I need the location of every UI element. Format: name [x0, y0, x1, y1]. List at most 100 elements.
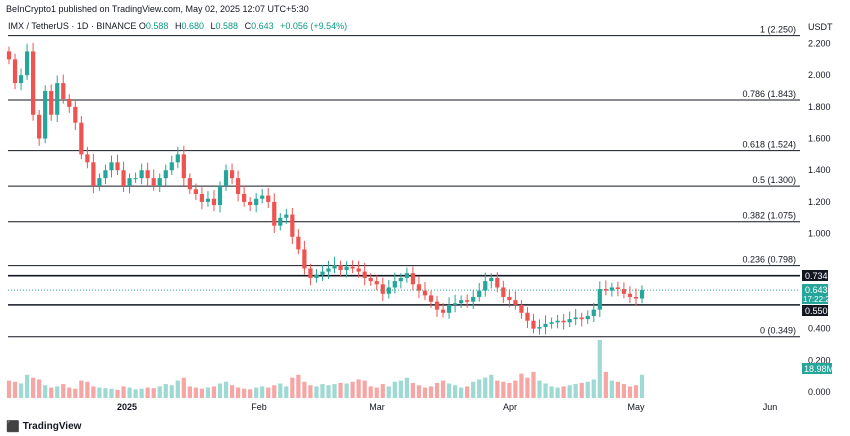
volume-bar — [91, 386, 96, 398]
candle-body — [422, 290, 428, 296]
candle-body — [591, 309, 596, 316]
volume-bar — [573, 384, 578, 398]
candle-body — [597, 289, 602, 310]
candle-body — [139, 170, 144, 179]
price-axis[interactable]: USDT 0.000 0.200 0.400 1.000 1.200 1.400 1.600… — [808, 22, 833, 397]
candle-body — [272, 201, 277, 226]
volume-bar — [477, 379, 482, 398]
volume-bar — [525, 377, 530, 398]
candle-body — [537, 327, 542, 329]
volume-bar — [404, 377, 409, 398]
low-label: L — [210, 21, 216, 31]
x-tick-label: 2025 — [117, 402, 137, 412]
tradingview-logo[interactable]: ⬛ TradingView — [6, 420, 81, 433]
fib-label: 0.382 (1.075) — [742, 211, 796, 221]
y-tick-label: 2.200 — [808, 39, 831, 49]
x-tick-label: Feb — [251, 402, 267, 412]
volume-bar — [603, 371, 608, 398]
candle-body — [254, 198, 259, 206]
candle-body — [242, 193, 247, 202]
volume-bar — [103, 388, 108, 398]
volume-bar — [398, 380, 403, 398]
current-price-tag-bg — [802, 284, 828, 304]
volume-bar — [507, 382, 512, 398]
volume-bar — [356, 379, 361, 398]
volume-bar — [242, 388, 247, 398]
candle-body — [290, 214, 295, 237]
fib-label: 0.5 (1.300) — [752, 175, 796, 185]
volume-bar — [410, 382, 416, 398]
candle-body — [97, 178, 102, 187]
candle-body — [483, 281, 488, 291]
candle-body — [85, 154, 90, 163]
candle-body — [434, 301, 440, 310]
candle-body — [205, 198, 211, 202]
candlesticks — [6, 42, 645, 335]
low-value: 0.588 — [215, 21, 239, 31]
candle-body — [440, 309, 446, 313]
candle-body — [621, 289, 627, 294]
y-tick-label: 1.000 — [808, 229, 831, 239]
volume-bar — [567, 385, 572, 398]
volume-bar — [633, 385, 639, 398]
volume-bar — [416, 385, 422, 398]
volume-bar — [85, 381, 90, 398]
volume-bar — [434, 382, 440, 398]
volume-bar — [591, 379, 596, 398]
volume-bar — [290, 377, 295, 398]
volume-bar — [18, 383, 24, 398]
volume-bar — [422, 387, 428, 398]
volume-bar — [157, 386, 162, 398]
fib-label: 0.786 (1.843) — [742, 89, 796, 99]
volume-bar — [235, 387, 241, 398]
volume-bar — [67, 387, 72, 398]
volume-bar — [362, 380, 367, 398]
volume-bar — [272, 385, 277, 398]
candle-body — [380, 284, 385, 294]
candle-body — [308, 268, 313, 278]
candle-body — [404, 273, 409, 278]
candle-body — [603, 289, 608, 291]
candle-body — [459, 300, 464, 304]
candle-body — [446, 304, 452, 313]
volume-bar — [181, 377, 186, 398]
volume-bar — [151, 388, 156, 398]
volume-bar — [278, 383, 283, 398]
candle-body — [344, 266, 349, 271]
candle-body — [260, 195, 265, 199]
volume-bar — [314, 386, 319, 398]
candle-body — [495, 277, 500, 288]
volume-bars — [6, 340, 645, 398]
candle-body — [555, 320, 560, 323]
candle-body — [585, 315, 590, 320]
y-tick-label: 0.400 — [808, 324, 831, 334]
volume-bar — [31, 377, 36, 398]
candle-body — [169, 162, 174, 171]
volume-bar — [211, 386, 217, 398]
candle-body — [67, 98, 72, 107]
candle-body — [549, 322, 554, 324]
high-label: H — [174, 21, 182, 31]
volume-bar — [187, 386, 192, 398]
volume-bar — [543, 383, 548, 398]
candle-body — [217, 186, 223, 206]
volume-bar — [266, 387, 271, 398]
volume-bar — [145, 387, 150, 398]
candle-body — [223, 170, 229, 187]
time-axis[interactable]: 2025 Feb Mar Apr May Jun — [117, 402, 777, 412]
volume-bar — [133, 389, 138, 398]
candle-body — [356, 268, 361, 272]
volume-bar — [380, 384, 385, 398]
candle-body — [163, 170, 168, 179]
x-tick-label: Jun — [763, 402, 778, 412]
volume-bar — [374, 387, 379, 398]
candle-body — [465, 300, 470, 302]
candle-body — [567, 319, 572, 323]
volume-bar — [459, 387, 464, 398]
volume-bar — [229, 385, 235, 398]
volume-bar — [205, 387, 211, 398]
volume-bar — [175, 380, 180, 398]
volume-bar — [440, 380, 446, 398]
volume-bar — [43, 385, 48, 398]
